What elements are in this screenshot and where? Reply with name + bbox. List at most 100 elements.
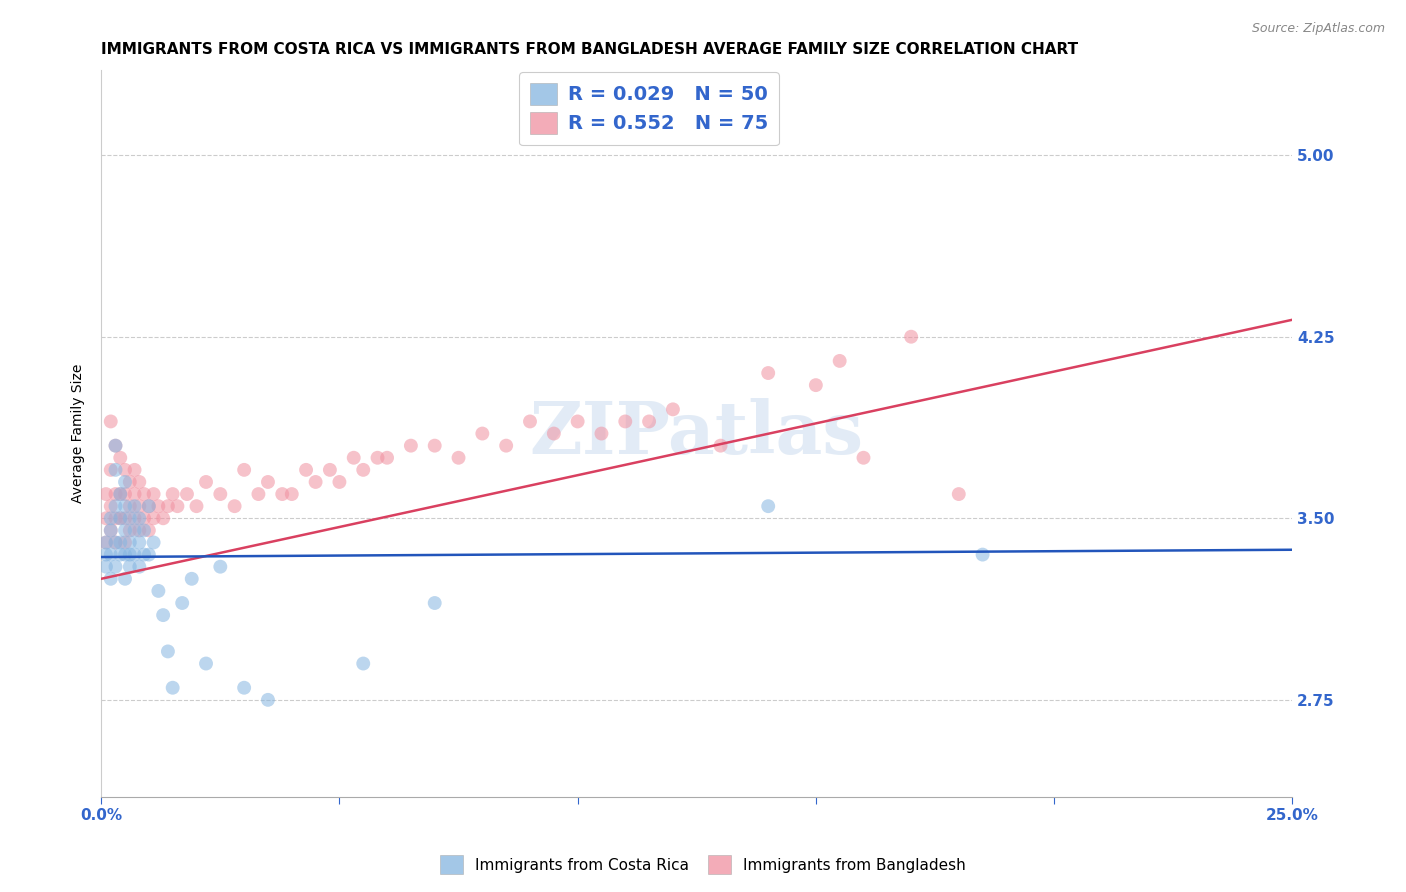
Legend: Immigrants from Costa Rica, Immigrants from Bangladesh: Immigrants from Costa Rica, Immigrants f… (434, 849, 972, 880)
Point (257, 475, 280, 489)
Point (114, 572, 136, 586)
Point (114, 475, 136, 489)
Point (172, 596, 194, 610)
Point (94, 559, 117, 574)
Point (162, 487, 184, 501)
Point (118, 475, 141, 489)
Point (471, 426, 494, 441)
Point (543, 426, 565, 441)
Point (567, 414, 589, 428)
Point (195, 657, 218, 671)
Point (100, 572, 122, 586)
Point (142, 511, 165, 525)
Point (519, 414, 541, 428)
Point (148, 499, 170, 513)
Point (352, 657, 374, 671)
Point (756, 366, 779, 380)
Point (124, 499, 146, 513)
Point (972, 548, 994, 562)
Point (94, 535, 117, 549)
Point (114, 524, 136, 538)
Point (94, 511, 117, 525)
Point (367, 450, 389, 465)
Point (128, 511, 150, 525)
Point (114, 511, 136, 525)
Point (148, 583, 170, 598)
Point (94, 487, 117, 501)
Point (828, 354, 851, 368)
Point (142, 535, 165, 549)
Point (423, 439, 446, 453)
Point (104, 463, 127, 477)
Point (100, 414, 122, 428)
Point (614, 414, 637, 428)
Point (152, 608, 174, 623)
Point (271, 487, 294, 501)
Point (128, 475, 150, 489)
Point (110, 487, 132, 501)
Text: ZIPatlas: ZIPatlas (530, 398, 863, 469)
Point (114, 548, 136, 562)
Point (110, 487, 132, 501)
Point (100, 524, 122, 538)
Point (948, 487, 970, 501)
Point (128, 524, 150, 538)
Point (132, 511, 155, 525)
Point (114, 535, 136, 549)
Point (124, 524, 146, 538)
Point (319, 463, 342, 477)
Point (104, 511, 127, 525)
Text: IMMIGRANTS FROM COSTA RICA VS IMMIGRANTS FROM BANGLADESH AVERAGE FAMILY SIZE COR: IMMIGRANTS FROM COSTA RICA VS IMMIGRANTS… (101, 42, 1078, 57)
Point (495, 439, 517, 453)
Point (94, 535, 117, 549)
Point (104, 535, 127, 549)
Point (124, 487, 146, 501)
Point (132, 548, 155, 562)
Text: Source: ZipAtlas.com: Source: ZipAtlas.com (1251, 22, 1385, 36)
Point (352, 463, 374, 477)
Point (118, 524, 141, 538)
Point (124, 463, 146, 477)
Y-axis label: Average Family Size: Average Family Size (72, 364, 86, 503)
Point (186, 499, 208, 513)
Point (162, 681, 184, 695)
Point (138, 548, 160, 562)
Point (100, 511, 122, 525)
Point (128, 499, 150, 513)
Point (124, 511, 146, 525)
Point (132, 487, 155, 501)
Point (128, 535, 150, 549)
Point (152, 511, 174, 525)
Point (247, 487, 270, 501)
Point (138, 499, 160, 513)
Point (709, 439, 731, 453)
Point (209, 487, 232, 501)
Point (295, 463, 318, 477)
Point (804, 378, 827, 392)
Point (118, 548, 141, 562)
Point (100, 548, 122, 562)
Point (110, 511, 132, 525)
Point (142, 487, 165, 501)
Point (343, 450, 366, 465)
Point (110, 511, 132, 525)
Point (114, 463, 136, 477)
Point (110, 535, 132, 549)
Point (104, 439, 127, 453)
Point (756, 499, 779, 513)
Point (638, 414, 661, 428)
Point (156, 644, 179, 658)
Point (100, 499, 122, 513)
Point (104, 439, 127, 453)
Point (156, 499, 179, 513)
Point (138, 499, 160, 513)
Point (118, 499, 141, 513)
Point (375, 450, 398, 465)
Point (233, 681, 256, 695)
Point (104, 499, 127, 513)
Point (104, 559, 127, 574)
Point (114, 487, 136, 501)
Point (110, 450, 132, 465)
Legend: R = 0.029   N = 50, R = 0.552   N = 75: R = 0.029 N = 50, R = 0.552 N = 75 (519, 72, 779, 145)
Point (852, 450, 875, 465)
